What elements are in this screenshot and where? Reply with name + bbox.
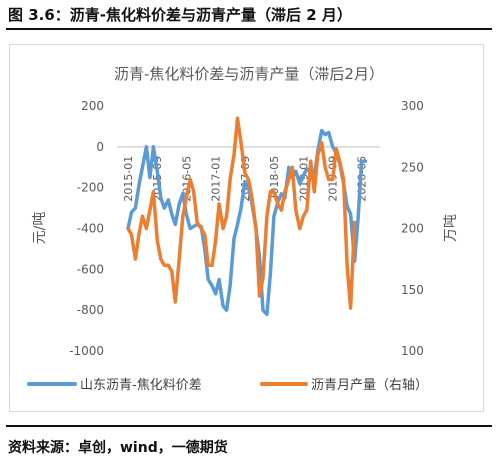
y2-tick-label: 200 [401, 222, 424, 236]
y-tick-label: 200 [81, 99, 104, 113]
chart-frame [9, 44, 484, 412]
y2-tick-label: 150 [401, 283, 424, 297]
y2-tick-label: 300 [401, 99, 424, 113]
source-rule [6, 425, 492, 427]
source-note: 资料来源：卓创，wind，一德期货 [8, 440, 228, 456]
x-tick-label: 2015-01 [122, 156, 135, 202]
chart-title: 沥青-焦化料价差与沥青产量（滞后2月） [114, 65, 384, 83]
series-line-2 [126, 116, 357, 310]
y2-tick-label: 250 [401, 160, 424, 174]
series-line-1 [126, 128, 368, 317]
y-tick-label: -800 [77, 303, 104, 317]
figure-caption: 图 3.6：沥青-焦化料价差与沥青产量（滞后 2 月） [8, 6, 352, 24]
y-tick-label: -400 [77, 222, 104, 236]
y-axis-label: 元/吨 [32, 212, 48, 245]
y2-axis-label: 万吨 [443, 214, 459, 242]
y-tick-label: -1000 [69, 344, 104, 358]
y-tick-label: -600 [77, 262, 104, 276]
legend-label-2: 沥青月产量（右轴） [311, 378, 428, 393]
x-tick-label: 2017-01 [210, 156, 223, 202]
y2-tick-label: 100 [401, 344, 424, 358]
y-tick-label: 0 [96, 140, 104, 154]
x-tick-label: 2016-05 [180, 156, 193, 202]
y-tick-label: -200 [77, 181, 104, 195]
caption-rule [6, 28, 492, 30]
legend-label-1: 山东沥青-焦化料价差 [80, 378, 202, 393]
